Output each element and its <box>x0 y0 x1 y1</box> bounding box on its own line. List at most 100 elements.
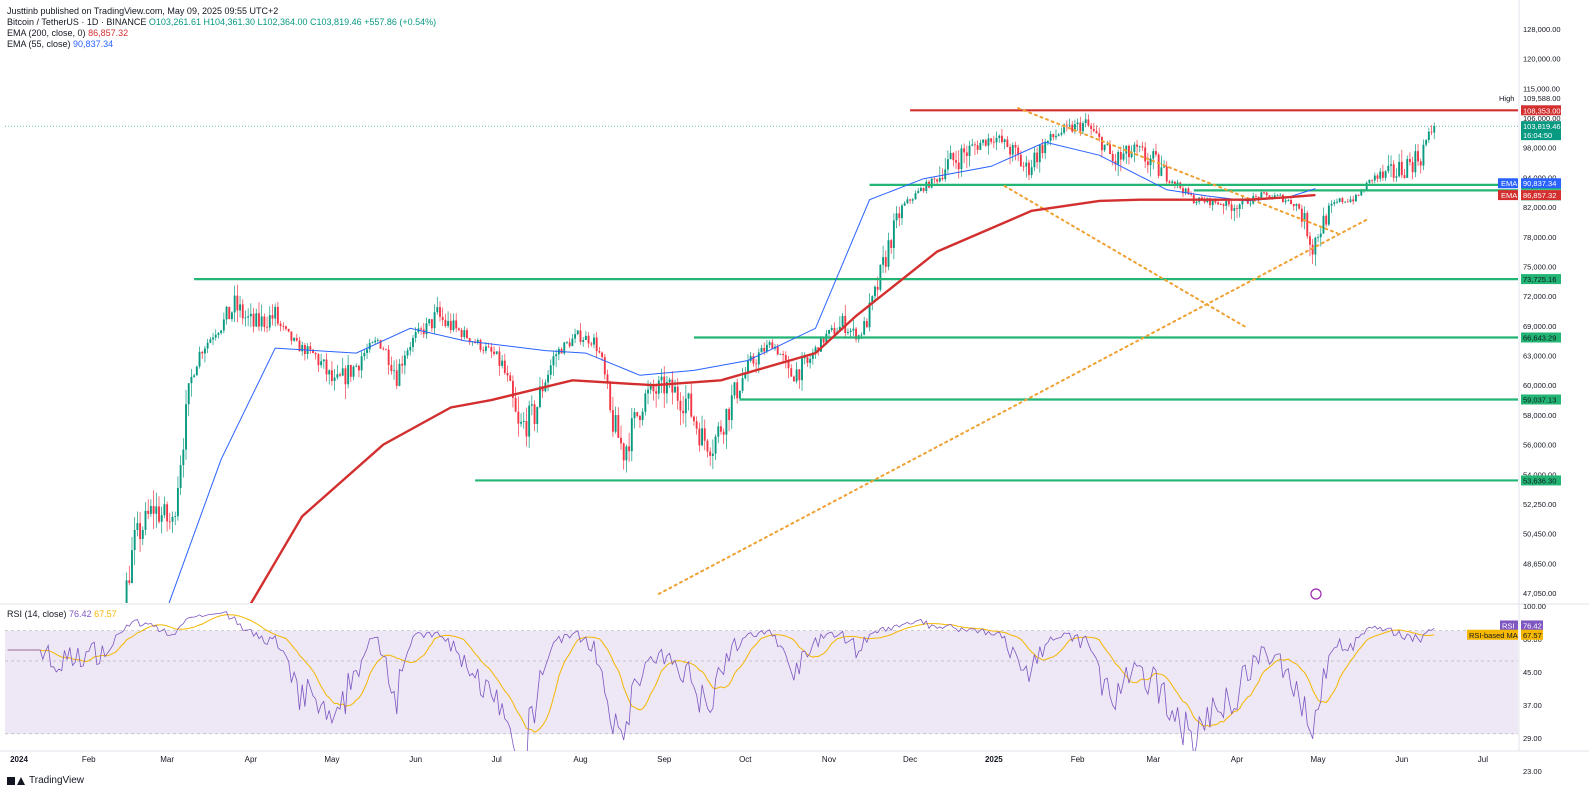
candle-body <box>801 358 803 381</box>
candle-body <box>222 319 225 331</box>
candle-body <box>1103 144 1106 151</box>
candle-body <box>938 177 941 182</box>
candle-body <box>725 408 728 435</box>
candle-body <box>576 330 579 335</box>
candle-body <box>231 312 233 320</box>
time-tick-label: Jun <box>1395 755 1408 764</box>
candle-body <box>903 203 906 206</box>
candle-body <box>703 428 706 441</box>
candle-body <box>1092 128 1095 131</box>
candle-body <box>1038 144 1041 163</box>
candle-body <box>574 334 577 339</box>
candle-body <box>571 338 574 347</box>
candle-body <box>814 347 817 353</box>
candle-body <box>1195 201 1198 204</box>
candle-body <box>871 296 874 303</box>
candle-body <box>274 306 277 319</box>
candle-body <box>468 338 471 343</box>
candle-body <box>1365 182 1368 191</box>
candle-body <box>955 160 957 163</box>
candle-body <box>874 286 876 297</box>
candle-body <box>244 317 247 319</box>
rsi-band <box>5 630 1518 734</box>
candle-body <box>209 339 212 343</box>
candle-body <box>768 342 771 345</box>
candle-body <box>195 366 198 376</box>
candle-body <box>1003 139 1006 143</box>
candle-body <box>1014 144 1017 148</box>
rsi-tag-label: 76.42 <box>1523 621 1542 630</box>
tradingview-logo-icon <box>7 776 25 786</box>
rsi-line <box>7 611 1435 751</box>
candle-body <box>147 510 150 514</box>
candle-body <box>1041 144 1044 154</box>
candle-body <box>1398 161 1401 177</box>
candle-body <box>1317 237 1320 239</box>
price-tick-label: 47,050.00 <box>1523 589 1556 598</box>
candle-body <box>1006 139 1009 148</box>
candle-body <box>679 400 682 411</box>
candle-body <box>1336 201 1338 203</box>
rsi-pane <box>5 611 1518 751</box>
time-tick-label: Mar <box>1146 755 1160 764</box>
candle-body <box>1390 164 1392 166</box>
candle-body <box>1187 188 1190 195</box>
candle-body <box>1357 194 1360 196</box>
candle-body <box>1354 194 1357 202</box>
candle-body <box>1419 161 1422 166</box>
candle-body <box>125 580 128 603</box>
candle-body <box>1284 200 1287 202</box>
candle-body <box>1087 119 1090 126</box>
time-tick-label: Feb <box>82 755 96 764</box>
rsi-tick-label: 100.00 <box>1523 602 1546 611</box>
rsi-value: 76.42 <box>69 609 92 619</box>
candle-body <box>1300 208 1303 222</box>
candle-body <box>1273 195 1276 198</box>
candle-body <box>1276 194 1279 196</box>
candle-body <box>860 334 863 336</box>
ema200-value: 86,857.32 <box>88 28 129 38</box>
price-tag-bg <box>1521 121 1561 132</box>
candle-body <box>495 351 498 355</box>
candle-body <box>919 187 922 191</box>
candle-body <box>409 347 412 351</box>
candle-body <box>1349 199 1352 202</box>
candle-body <box>674 386 676 393</box>
candle-body <box>952 152 955 161</box>
candle-body <box>736 382 739 399</box>
candle-body <box>1122 153 1125 160</box>
candle-body <box>668 379 671 383</box>
candle-body <box>133 529 136 551</box>
candle-body <box>819 337 822 352</box>
candle-body <box>638 415 641 420</box>
candle-body <box>895 213 898 221</box>
candle-body <box>1044 142 1047 154</box>
candle-body <box>876 286 879 290</box>
candle-body <box>1306 213 1309 237</box>
candle-body <box>1295 203 1298 207</box>
candle-body <box>385 349 387 351</box>
candle-body <box>171 516 174 522</box>
candle-body <box>990 138 993 142</box>
candle-body <box>166 504 169 522</box>
candle-body <box>1422 144 1425 166</box>
rsi-label: RSI (14, close) <box>7 609 67 619</box>
candle-body <box>1319 233 1322 238</box>
tradingview-brand[interactable]: TradingView <box>7 775 84 786</box>
candle-body <box>190 376 193 384</box>
candle-body <box>128 580 131 583</box>
candle-body <box>749 356 752 361</box>
candle-body <box>439 307 441 317</box>
time-tick-label: Feb <box>1071 755 1085 764</box>
candle-body <box>579 330 582 342</box>
candle-body <box>628 446 631 452</box>
candle-body <box>611 410 614 432</box>
candle-body <box>882 257 885 265</box>
candle-body <box>476 339 479 344</box>
candle-body <box>357 365 360 371</box>
ema200-row: EMA (200, close, 0) 86,857.32 <box>7 28 436 39</box>
candle-body <box>965 152 968 156</box>
candle-body <box>957 162 960 170</box>
candle-body <box>487 346 490 348</box>
